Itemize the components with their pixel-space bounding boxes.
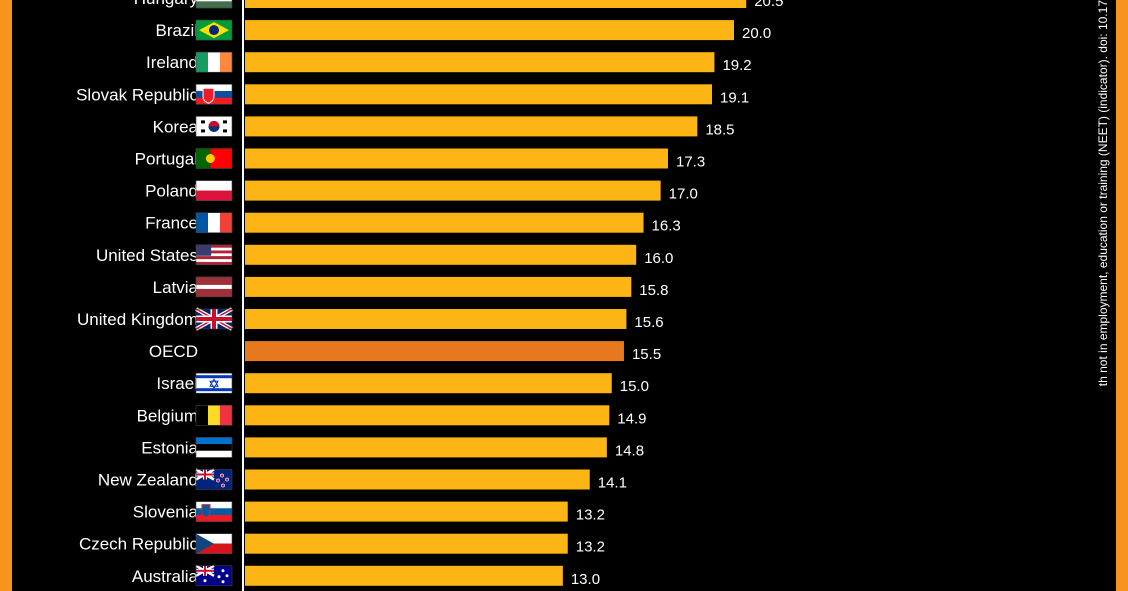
hungary-flag-icon bbox=[195, 0, 233, 9]
category-label: OECD bbox=[149, 342, 198, 361]
value-label: 20.0 bbox=[742, 25, 771, 42]
bar bbox=[245, 437, 607, 458]
value-label: 16.0 bbox=[644, 250, 673, 267]
bar bbox=[245, 20, 734, 41]
bar bbox=[245, 373, 612, 394]
value-label: 16.3 bbox=[652, 218, 681, 235]
estonia-flag-icon bbox=[195, 437, 233, 458]
value-label: 13.2 bbox=[576, 539, 605, 556]
bar bbox=[245, 276, 632, 297]
category-label: Hungary bbox=[134, 0, 199, 8]
bar bbox=[245, 116, 698, 137]
chart-panel: Hungary 20.5 Brazil 20.0 Ireland 19.2 Slovak R… bbox=[12, 0, 1116, 591]
value-label: 17.3 bbox=[676, 154, 705, 171]
value-label: 19.2 bbox=[722, 57, 751, 74]
category-label: Korea bbox=[153, 117, 199, 136]
category-label: Slovak Republic bbox=[76, 85, 198, 104]
category-label: Czech Republic bbox=[79, 535, 199, 554]
value-label: 15.5 bbox=[632, 346, 661, 363]
portugal-flag-icon bbox=[195, 148, 233, 169]
brazil-flag-icon bbox=[195, 19, 233, 41]
belgium-flag-icon bbox=[195, 404, 233, 426]
usa-flag-icon bbox=[195, 244, 233, 266]
bar bbox=[245, 84, 712, 105]
poland-flag-icon bbox=[195, 180, 233, 201]
category-label: Ireland bbox=[146, 53, 198, 72]
new-zealand-flag-icon bbox=[195, 468, 233, 490]
value-label: 15.0 bbox=[620, 378, 649, 395]
bar bbox=[245, 501, 568, 522]
slovakia-flag-icon bbox=[195, 84, 233, 105]
value-label: 17.0 bbox=[669, 186, 698, 203]
source-note-text: th not in employment, education or train… bbox=[1096, 0, 1110, 387]
value-label: 15.6 bbox=[634, 314, 663, 331]
latvia-flag-icon bbox=[195, 276, 233, 298]
australia-flag-icon bbox=[195, 564, 233, 587]
bar bbox=[245, 565, 563, 586]
category-label: Estonia bbox=[141, 438, 198, 457]
value-label: 14.9 bbox=[617, 410, 646, 427]
france-flag-icon bbox=[195, 212, 233, 233]
category-label: Brazil bbox=[155, 21, 198, 40]
czech-flag-icon bbox=[195, 533, 233, 555]
bar bbox=[245, 244, 637, 265]
value-label: 14.1 bbox=[598, 475, 627, 492]
bar bbox=[245, 0, 747, 8]
value-label: 14.8 bbox=[615, 442, 644, 459]
bar bbox=[245, 148, 668, 169]
bar bbox=[245, 309, 627, 329]
category-label: Israel bbox=[156, 374, 198, 393]
israel-flag-icon bbox=[195, 372, 233, 394]
value-label: 13.0 bbox=[571, 571, 600, 588]
slovenia-flag-icon bbox=[195, 501, 233, 522]
category-label: New Zealand bbox=[98, 471, 198, 490]
category-label: Australia bbox=[132, 567, 199, 586]
bar bbox=[245, 469, 590, 490]
category-label: Belgium bbox=[137, 406, 198, 425]
bar bbox=[245, 180, 661, 201]
bar bbox=[245, 52, 715, 73]
bar bbox=[245, 212, 644, 233]
neet-bar-chart: Hungary 20.5 Brazil 20.0 Ireland 19.2 Slovak R… bbox=[76, 0, 783, 591]
bar bbox=[245, 405, 610, 426]
value-label: 13.2 bbox=[576, 507, 605, 524]
oecd-average-bar bbox=[245, 341, 624, 362]
category-label: Poland bbox=[145, 182, 198, 201]
value-label: 15.8 bbox=[639, 282, 668, 299]
category-label: France bbox=[145, 214, 198, 233]
ireland-flag-icon bbox=[195, 51, 233, 73]
value-label: 19.1 bbox=[720, 89, 749, 106]
category-label: United Kingdom bbox=[77, 310, 198, 329]
value-label: 18.5 bbox=[705, 121, 734, 138]
uk-flag-icon bbox=[195, 307, 233, 331]
category-label: Latvia bbox=[153, 278, 199, 297]
korea-flag-icon bbox=[195, 116, 233, 137]
category-label: Slovenia bbox=[133, 503, 199, 522]
bar bbox=[245, 533, 568, 554]
value-label: 20.5 bbox=[754, 0, 783, 10]
category-label: Portugal bbox=[135, 150, 198, 169]
category-label: United States bbox=[96, 246, 198, 265]
